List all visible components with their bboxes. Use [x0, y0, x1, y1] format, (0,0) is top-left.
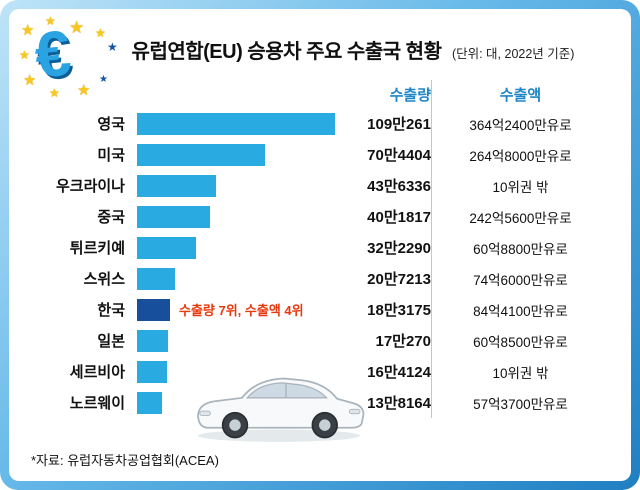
- amount-value: 84억4100만유로: [431, 294, 609, 325]
- country-label: 한국: [97, 302, 125, 319]
- bar-zone: [137, 325, 343, 356]
- volume-bar: [137, 267, 175, 290]
- amount-value: 364억2400만유로: [431, 108, 609, 139]
- country-label: 영국: [97, 116, 125, 133]
- chart-row: 튀르키예 32만2290 60억8800만유로: [25, 232, 615, 263]
- amount-value: 10위권 밖: [431, 170, 609, 201]
- volume-bar: [137, 329, 168, 352]
- bar-zone: [137, 108, 343, 139]
- chart-header: 유럽연합(EU) 승용차 주요 수출국 현황 (단위: 대, 2022년 기준): [25, 35, 615, 64]
- column-header-amount: 수출액: [431, 80, 609, 108]
- bar-zone: [137, 170, 343, 201]
- chart-row: 우크라이나 43만6336 10위권 밖: [25, 170, 615, 201]
- amount-value: 60억8500만유로: [431, 325, 609, 356]
- country-label: 중국: [97, 209, 125, 226]
- country-label: 우크라이나: [55, 178, 125, 195]
- country-label: 노르웨이: [69, 395, 125, 412]
- chart-row: 세르비아 16만4124 10위권 밖: [25, 356, 615, 387]
- bar-zone: [137, 356, 343, 387]
- country-label: 튀르키예: [69, 240, 125, 257]
- star-icon: ★: [69, 18, 85, 37]
- country-label: 세르비아: [69, 364, 125, 381]
- bar-zone: [137, 201, 343, 232]
- amount-value: 60억8800만유로: [431, 232, 609, 263]
- amount-value: 10위권 밖: [431, 356, 609, 387]
- country-label: 일본: [97, 333, 125, 350]
- volume-value: 40만1817: [367, 209, 431, 226]
- volume-bar: [137, 112, 335, 135]
- volume-value: 109만261: [367, 116, 431, 133]
- column-header-row: 수출량 수출액: [25, 80, 615, 108]
- star-icon: ★: [45, 14, 56, 28]
- volume-value: 32만2290: [367, 240, 431, 257]
- amount-value: 264억8000만유로: [431, 139, 609, 170]
- volume-value: 20만7213: [367, 271, 431, 288]
- bar-zone: [137, 232, 343, 263]
- volume-value: 13만8164: [367, 395, 431, 412]
- chart-row: 노르웨이 13만8164 57억3700만유로: [25, 387, 615, 418]
- chart-row: 스위스 20만7213 74억6000만유로: [25, 263, 615, 294]
- page-title: 유럽연합(EU) 승용차 주요 수출국 현황: [131, 41, 442, 63]
- country-label: 미국: [97, 147, 125, 164]
- volume-bar: [137, 298, 170, 321]
- volume-bar: [137, 174, 216, 197]
- volume-value: 18만3175: [367, 302, 431, 319]
- volume-bar: [137, 360, 167, 383]
- volume-bar: [137, 143, 265, 166]
- volume-value: 17만270: [375, 333, 431, 350]
- volume-bar: [137, 205, 210, 228]
- chart-row: 일본 17만270 60억8500만유로: [25, 325, 615, 356]
- volume-bar: [137, 236, 196, 259]
- column-header-volume: 수출량: [389, 86, 431, 104]
- chart-row: 중국 40만1817 242억5600만유로: [25, 201, 615, 232]
- country-label: 스위스: [83, 271, 125, 288]
- volume-bar: [137, 391, 162, 414]
- source-note: *자료: 유럽자동차공업협회(ACEA): [31, 453, 219, 468]
- bar-zone: [137, 139, 343, 170]
- bar-zone: [137, 263, 343, 294]
- chart-row: 한국 수출량 7위, 수출액 4위 18만3175 84억4100만유로: [25, 294, 615, 325]
- unit-note: (단위: 대, 2022년 기준): [451, 47, 575, 61]
- volume-value: 70만4404: [367, 147, 431, 164]
- amount-value: 74억6000만유로: [431, 263, 609, 294]
- amount-value: 57억3700만유로: [431, 387, 609, 418]
- bar-zone: [137, 387, 343, 418]
- amount-value: 242억5600만유로: [431, 201, 609, 232]
- infographic-card: € ★ ★ ★ ★ ★ ★ ★ ★ ★ ★ 유럽연합(EU) 승용차 주요 수출…: [9, 9, 631, 481]
- rank-annotation: 수출량 7위, 수출액 4위: [179, 303, 304, 318]
- chart-row: 미국 70만4404 264억8000만유로: [25, 139, 615, 170]
- sedan-car-illustration: [197, 377, 365, 442]
- bar-zone: 수출량 7위, 수출액 4위: [137, 294, 343, 325]
- volume-value: 43만6336: [367, 178, 431, 195]
- chart-row: 영국 109만261 364억2400만유로: [25, 108, 615, 139]
- volume-value: 16만4124: [367, 364, 431, 381]
